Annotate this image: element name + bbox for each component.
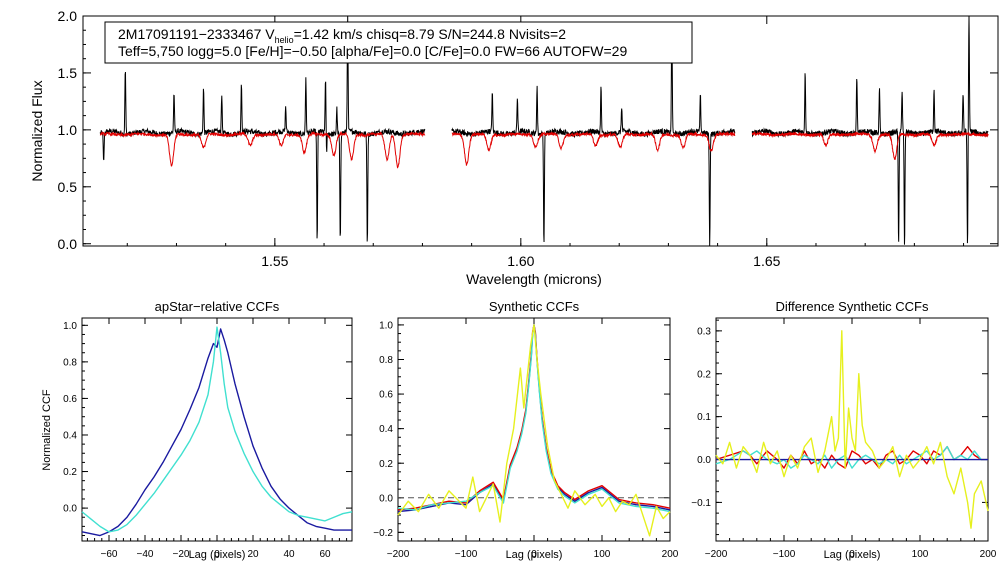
y-tick-label: 0.5 xyxy=(58,179,78,195)
spectrum-model-line xyxy=(451,131,736,166)
y-tick-label: 1.5 xyxy=(58,65,78,81)
x-tick-label: 40 xyxy=(283,549,295,560)
y-tick-label: 0.2 xyxy=(379,459,393,470)
y-tick-label: 0.6 xyxy=(379,390,393,401)
y-tick-label: 0.4 xyxy=(379,424,393,435)
x-tick-label: 20 xyxy=(247,549,259,560)
y-tick-label: 0.0 xyxy=(379,493,393,504)
x-tick-label: 0 xyxy=(849,549,855,560)
x-tick-label: 0 xyxy=(214,549,220,560)
x-tick-label: 1.60 xyxy=(507,253,534,269)
spectrum-model-line xyxy=(751,130,989,160)
apstar-ccf-title: apStar−relative CCFs xyxy=(155,299,280,314)
x-tick-label: 1.65 xyxy=(753,253,780,269)
y-tick-label: 0.3 xyxy=(697,326,711,337)
synthetic-ccf-panel: −200 −100 0 100 200 −0.2 0.0 0.2 0.4 0.6 0.8 1.0 Sy… xyxy=(373,299,679,561)
annotation-line-1: 2M17091191−2333467 Vhelio=1.42 km/s chis… xyxy=(118,26,566,45)
apstar-ccf-ylabel: Normalized CCF xyxy=(41,389,53,471)
x-tick-label: −100 xyxy=(455,549,478,560)
ccf-synthetic-difference-line xyxy=(715,330,989,529)
y-tick-label: 0.1 xyxy=(697,412,711,423)
difference-ccf-ticks: −200 −100 0 100 200 −0.1 0.0 0.1 0.2 0.3 xyxy=(691,318,997,560)
x-tick-label: −200 xyxy=(705,549,728,560)
y-tick-label: 0.8 xyxy=(63,357,77,368)
apstar-ccf-xlabel: Lag (pixels) xyxy=(189,549,246,561)
synthetic-ccf-xlabel: Lag (pixels) xyxy=(506,549,563,561)
apstar-ccf-panel: −60 −40 −20 0 20 40 60 0.0 0.2 0.4 0.6 0.8 1.0 apSta… xyxy=(41,299,353,561)
ccf-visit-2-line xyxy=(715,445,988,469)
y-tick-label: 1.0 xyxy=(58,122,78,138)
difference-ccf-lines xyxy=(715,330,989,529)
apstar-ccf-ticks: −60 −40 −20 0 20 40 60 0.0 0.2 0.4 0.6 0.8 1.0 xyxy=(63,318,352,560)
x-tick-label: 60 xyxy=(319,549,331,560)
difference-ccf-panel: −200 −100 0 100 200 −0.1 0.0 0.1 0.2 0.3 Differen… xyxy=(691,299,997,561)
y-tick-label: −0.1 xyxy=(691,498,711,509)
x-tick-label: 100 xyxy=(912,549,929,560)
y-tick-label: 0.2 xyxy=(697,369,711,380)
y-tick-label: −0.2 xyxy=(373,528,393,539)
difference-ccf-title: Difference Synthetic CCFs xyxy=(776,299,929,314)
synthetic-ccf-ticks: −200 −100 0 100 200 −0.2 0.0 0.2 0.4 0.6 0.8 1.0 xyxy=(373,318,679,560)
x-tick-label: 100 xyxy=(594,549,611,560)
x-tick-label: 1.55 xyxy=(261,253,288,269)
y-tick-label: 0.6 xyxy=(63,394,77,405)
x-tick-label: 0 xyxy=(531,549,537,560)
y-tick-label: 0.8 xyxy=(379,355,393,366)
spectrum-xlabel: Wavelength (microns) xyxy=(466,271,602,287)
x-tick-label: −20 xyxy=(173,549,190,560)
y-tick-label: 0.4 xyxy=(63,431,77,442)
x-tick-label: −40 xyxy=(137,549,154,560)
spectrum-annotation-box xyxy=(104,21,693,64)
synthetic-ccf-title: Synthetic CCFs xyxy=(489,299,580,314)
apstar-ccf-lines xyxy=(81,326,353,537)
spectrum-observed-line xyxy=(451,22,736,247)
ccf-visit-2-line xyxy=(81,326,353,533)
annotation-line-2: Teff=5,750 logg=5.0 [Fe/H]=−0.50 [alpha/… xyxy=(118,43,627,59)
x-tick-label: −200 xyxy=(387,549,410,560)
difference-ccf-xlabel: Lag (pixels) xyxy=(824,549,881,561)
ccf-difference-line xyxy=(397,324,671,537)
y-tick-label: 1.0 xyxy=(379,321,393,332)
x-tick-label: −100 xyxy=(773,549,796,560)
synthetic-ccf-lines xyxy=(397,324,671,537)
y-tick-label: 0.0 xyxy=(58,236,78,252)
x-tick-label: 200 xyxy=(980,549,997,560)
y-tick-label: 2.0 xyxy=(58,8,78,24)
y-tick-label: 0.0 xyxy=(697,455,711,466)
x-tick-label: −60 xyxy=(101,549,118,560)
y-tick-label: 0.0 xyxy=(63,504,77,515)
y-tick-label: 1.0 xyxy=(63,321,77,332)
y-tick-label: 0.2 xyxy=(63,467,77,478)
spectrum-ticks: 1.55 1.60 1.65 0.0 0.5 1.0 1.5 2.0 xyxy=(58,8,998,269)
spectrum-panel: 1.55 1.60 1.65 0.0 0.5 1.0 1.5 2.0 2M17091191−2… xyxy=(29,8,999,287)
spectrum-ylabel: Normalized Flux xyxy=(29,80,45,181)
spectrum-frame xyxy=(82,15,999,247)
spectrum-model-line xyxy=(99,130,426,169)
x-tick-label: 200 xyxy=(662,549,679,560)
spectrum-lines xyxy=(99,15,989,247)
